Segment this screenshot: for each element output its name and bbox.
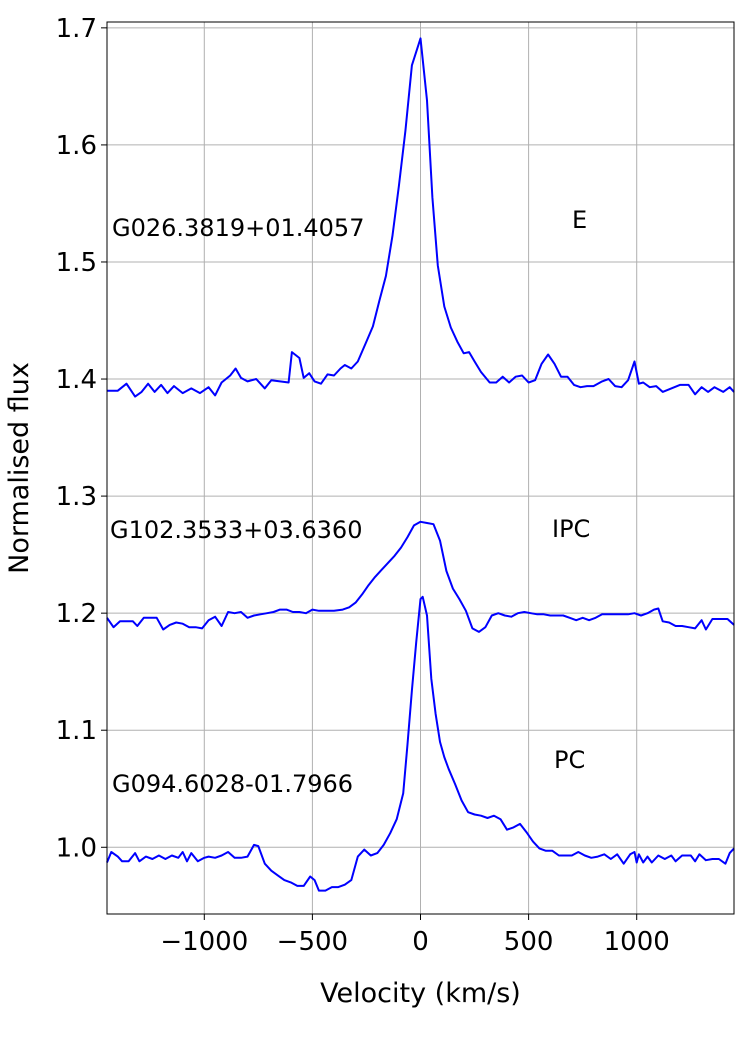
y-tick-label: 1.0	[56, 833, 97, 863]
source-name-label: G094.6028-01.7966	[112, 770, 353, 798]
y-tick-label: 1.1	[56, 716, 97, 746]
profile-class-label: IPC	[552, 515, 590, 543]
source-name-label: G026.3819+01.4057	[112, 214, 364, 242]
series-line-3	[106, 595, 735, 892]
axis-ticks: −1000 −500 0 500 1000 1.0 1.1 1.2 1.3 1.4 1.5 1.6 1.…	[56, 14, 670, 957]
profile-class-label: E	[572, 206, 587, 234]
x-tick-label: 500	[504, 927, 554, 957]
x-tick-label: 1000	[604, 927, 670, 957]
y-tick-label: 1.3	[56, 482, 97, 512]
annotations: G026.3819+01.4057 E G102.3533+03.6360 IPC G0…	[110, 206, 590, 798]
x-axis-label: Velocity (km/s)	[320, 978, 521, 1009]
y-tick-label: 1.6	[56, 131, 97, 161]
series-layer	[106, 37, 735, 892]
y-tick-label: 1.4	[56, 365, 97, 395]
x-tick-label: 0	[412, 927, 429, 957]
y-tick-label: 1.5	[56, 248, 97, 278]
source-name-label: G102.3533+03.6360	[110, 516, 362, 544]
y-axis-label: Normalised flux	[4, 362, 35, 574]
series-line-2	[106, 520, 735, 633]
y-tick-label: 1.2	[56, 599, 97, 629]
profile-class-label: PC	[554, 746, 585, 774]
y-tick-label: 1.7	[56, 14, 97, 44]
x-tick-label: −1000	[160, 927, 248, 957]
x-tick-label: −500	[277, 927, 348, 957]
grid-lines	[107, 22, 734, 914]
series-line-1	[107, 37, 735, 398]
